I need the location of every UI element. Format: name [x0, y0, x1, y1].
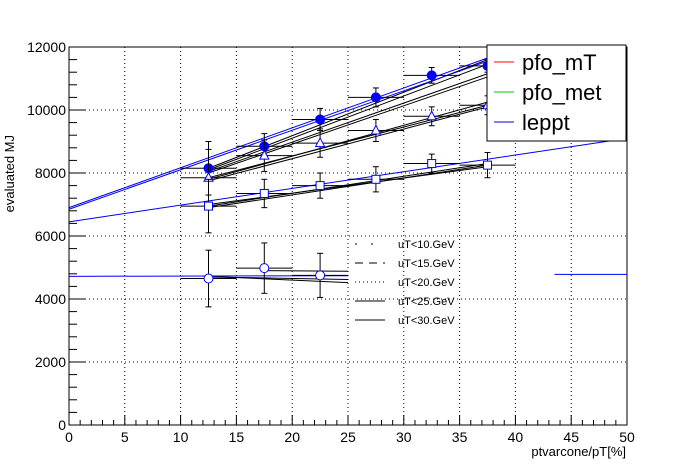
- fit-line: [264, 270, 349, 272]
- data-point: [483, 160, 492, 170]
- x-tick-label: 45: [563, 429, 579, 445]
- data-point: [204, 201, 213, 211]
- data-point: [370, 124, 382, 135]
- fit-line: [208, 73, 488, 172]
- x-tick-label: 15: [229, 429, 245, 445]
- x-tick-label: 0: [65, 429, 73, 445]
- fit-line: [208, 63, 488, 171]
- x-axis-title: ptvarcone/pT[%]: [531, 444, 626, 459]
- data-point: [370, 92, 381, 103]
- x-tick-label: 40: [508, 429, 524, 445]
- data-point: [371, 174, 381, 184]
- legend-box: [486, 44, 627, 142]
- cut-legend-label: uT<15.GeV: [398, 258, 455, 270]
- x-axis: 0 5 10 15 20 25 30 35 40 45 50: [65, 415, 635, 445]
- data-point: [426, 70, 437, 81]
- fit-line: [208, 101, 488, 180]
- x-tick-label: 20: [284, 429, 300, 445]
- y-tick-label: 0: [58, 417, 66, 433]
- fit-line: [208, 76, 488, 174]
- y-tick-label: 6000: [35, 228, 66, 244]
- fit-line: [208, 104, 488, 179]
- fit-line: [208, 163, 488, 207]
- x-tick-label: 5: [121, 429, 129, 445]
- legend-label: leppt: [522, 110, 570, 135]
- cut-legend: uT<10.GeV uT<15.GeV uT<20.GeV uT<25.GeV uT<3…: [355, 239, 455, 327]
- legend-label: pfo_met: [522, 80, 602, 105]
- cut-legend-label: uT<25.GeV: [398, 296, 455, 308]
- fit-line: [68, 57, 488, 209]
- data-point: [426, 110, 438, 121]
- data-point: [259, 263, 270, 274]
- legend-label: pfo_mT: [522, 50, 597, 75]
- data-points: [180, 59, 516, 308]
- data-point: [314, 137, 326, 148]
- fit-line: [68, 137, 628, 223]
- y-tick-label: 10000: [27, 102, 66, 118]
- y-axis-title: evaluated MJ: [2, 135, 17, 212]
- x-tick-label: 50: [619, 429, 635, 445]
- x-tick-label: 10: [173, 429, 189, 445]
- data-point: [315, 114, 326, 125]
- fit-line: [208, 106, 488, 182]
- y-tick-label: 12000: [27, 39, 66, 55]
- cut-legend-label: uT<20.GeV: [398, 277, 455, 289]
- x-tick-label: 35: [452, 429, 468, 445]
- cut-legend-label: uT<30.GeV: [398, 315, 455, 327]
- x-tick-label: 25: [340, 429, 356, 445]
- data-point: [315, 270, 326, 281]
- data-point: [203, 273, 214, 284]
- y-tick-label: 4000: [35, 291, 66, 307]
- data-point: [315, 181, 325, 191]
- data-point: [259, 188, 269, 198]
- fit-line: [68, 60, 488, 210]
- x-tick-label: 30: [396, 429, 412, 445]
- y-axis: 0 2000 4000 6000 8000 10000 12000: [27, 39, 85, 433]
- y-tick-label: 2000: [35, 354, 66, 370]
- cut-legend-label: uT<10.GeV: [398, 239, 455, 251]
- y-tick-label: 8000: [35, 165, 66, 181]
- data-point: [427, 159, 437, 169]
- fit-line: [208, 275, 349, 284]
- fit-line: [208, 164, 488, 209]
- data-point: [258, 149, 270, 160]
